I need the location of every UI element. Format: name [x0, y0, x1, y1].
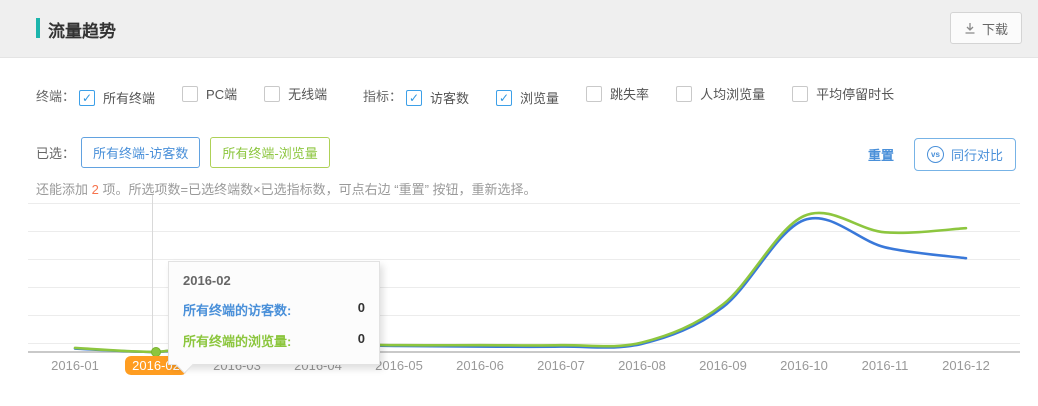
gridline: [28, 259, 1020, 260]
checkbox-label: 访客数: [430, 91, 470, 106]
gridline: [28, 287, 1020, 288]
checkbox-option[interactable]: 平均停留时长: [792, 84, 894, 103]
filter-row: 终端： ✓ 所有终端 PC端 无线端 指标： ✓ 访客数 ✓ 浏览量 跳失率 人均浏览量 平均停留…: [36, 84, 1038, 107]
download-icon: [964, 22, 976, 34]
checkbox-label: 浏览量: [520, 91, 560, 106]
checkbox-option[interactable]: 跳失率: [586, 84, 649, 103]
download-label: 下载: [981, 21, 1008, 37]
terminal-filter-group: 终端： ✓ 所有终端 PC端 无线端: [36, 84, 354, 107]
x-axis-labels: 2016-01 2016-02 2016-03 2016-04 2016-05 2016-…: [0, 355, 1038, 381]
checkbox-icon[interactable]: ✓: [79, 89, 96, 106]
checkbox-label: 无线端: [288, 87, 328, 102]
tooltip-rows: 所有终端的访客数: 0 所有终端的浏览量: 0: [183, 300, 365, 350]
checkbox-icon[interactable]: [264, 85, 281, 102]
checkbox-label: 跳失率: [610, 87, 650, 102]
checkbox-icon[interactable]: [586, 85, 603, 102]
checkbox-icon[interactable]: [792, 85, 809, 102]
tooltip-series-value: 0: [357, 300, 365, 315]
checkbox-option[interactable]: ✓ 访客数: [406, 88, 469, 107]
selected-tag[interactable]: 所有终端-浏览量: [210, 137, 330, 168]
x-axis-label[interactable]: 2016-06: [456, 358, 504, 373]
selected-tags: 所有终端-访客数 所有终端-浏览量: [81, 137, 340, 168]
checkbox-option[interactable]: 无线端: [264, 84, 327, 103]
x-axis-line: [28, 351, 1020, 353]
tooltip-row: 所有终端的浏览量: 0: [183, 331, 365, 350]
x-axis-label[interactable]: 2016-12: [942, 358, 990, 373]
selected-row: 已选： 所有终端-访客数 所有终端-浏览量: [36, 137, 340, 168]
reset-button[interactable]: 重置: [867, 148, 894, 163]
tooltip-row: 所有终端的访客数: 0: [183, 300, 365, 319]
x-axis-label[interactable]: 2016-10: [780, 358, 828, 373]
hint-text: 还能添加 2 项。所选项数=已选终端数×已选指标数，可点右边 “重置” 按钮，重…: [36, 179, 537, 198]
checkbox-icon[interactable]: [676, 85, 693, 102]
hint-remaining-count: 2: [91, 182, 99, 197]
checkbox-option[interactable]: ✓ 浏览量: [496, 88, 559, 107]
hint-prefix: 还能添加: [36, 182, 92, 197]
checkbox-icon[interactable]: ✓: [406, 89, 423, 106]
x-axis-label[interactable]: 2016-01: [51, 358, 99, 373]
peer-compare-label: 同行对比: [950, 148, 1003, 163]
x-axis-label[interactable]: 2016-05: [375, 358, 423, 373]
metrics-filter-group: 指标： ✓ 访客数 ✓ 浏览量 跳失率 人均浏览量 平均停留时长: [363, 84, 921, 107]
checkbox-icon[interactable]: [182, 85, 199, 102]
x-axis-label[interactable]: 2016-07: [537, 358, 585, 373]
trend-chart[interactable]: [0, 190, 1038, 375]
gridline: [28, 231, 1020, 232]
selected-tag[interactable]: 所有终端-访客数: [81, 137, 201, 168]
panel-header: 流量趋势 下载: [0, 0, 1038, 58]
tooltip-series-label: 所有终端的访客数:: [183, 303, 292, 318]
checkbox-label: 平均停留时长: [816, 87, 895, 102]
title-accent-bar: [36, 18, 40, 38]
terminal-group-label: 终端：: [36, 89, 76, 104]
right-controls: 重置 vs 同行对比: [868, 138, 1016, 171]
x-axis-label[interactable]: 2016-08: [618, 358, 666, 373]
metrics-group-label: 指标：: [363, 89, 403, 104]
chart-tooltip: 2016-02 所有终端的访客数: 0 所有终端的浏览量: 0: [168, 261, 380, 374]
gridline: [28, 343, 1020, 344]
checkbox-label: 所有终端: [103, 91, 156, 106]
checkbox-option[interactable]: ✓ 所有终端: [79, 88, 155, 107]
trend-chart-svg: [73, 211, 968, 357]
tooltip-series-label: 所有终端的浏览量:: [183, 334, 292, 349]
terminal-options: ✓ 所有终端 PC端 无线端: [79, 84, 354, 107]
hint-suffix: 项。所选项数=已选终端数×已选指标数，可点右边 “重置” 按钮，重新选择。: [98, 182, 537, 197]
checkbox-label: 人均浏览量: [700, 87, 766, 102]
checkbox-option[interactable]: PC端: [182, 84, 237, 103]
checkbox-icon[interactable]: ✓: [496, 89, 513, 106]
x-axis-label[interactable]: 2016-09: [699, 358, 747, 373]
crosshair-line: [152, 195, 153, 352]
vs-icon: vs: [926, 146, 944, 163]
checkbox-option[interactable]: 人均浏览量: [676, 84, 765, 103]
page-title: 流量趋势: [48, 22, 116, 41]
gridline: [28, 315, 1020, 316]
peer-compare-button[interactable]: vs 同行对比: [913, 138, 1016, 171]
tooltip-title: 2016-02: [183, 273, 231, 288]
gridline: [28, 203, 1020, 204]
selected-label: 已选：: [36, 146, 76, 161]
x-axis-label[interactable]: 2016-11: [861, 358, 909, 373]
checkbox-label: PC端: [206, 87, 238, 102]
metric-options: ✓ 访客数 ✓ 浏览量 跳失率 人均浏览量 平均停留时长: [406, 84, 921, 107]
tooltip-series-value: 0: [357, 331, 365, 346]
download-button[interactable]: 下载: [949, 12, 1022, 44]
